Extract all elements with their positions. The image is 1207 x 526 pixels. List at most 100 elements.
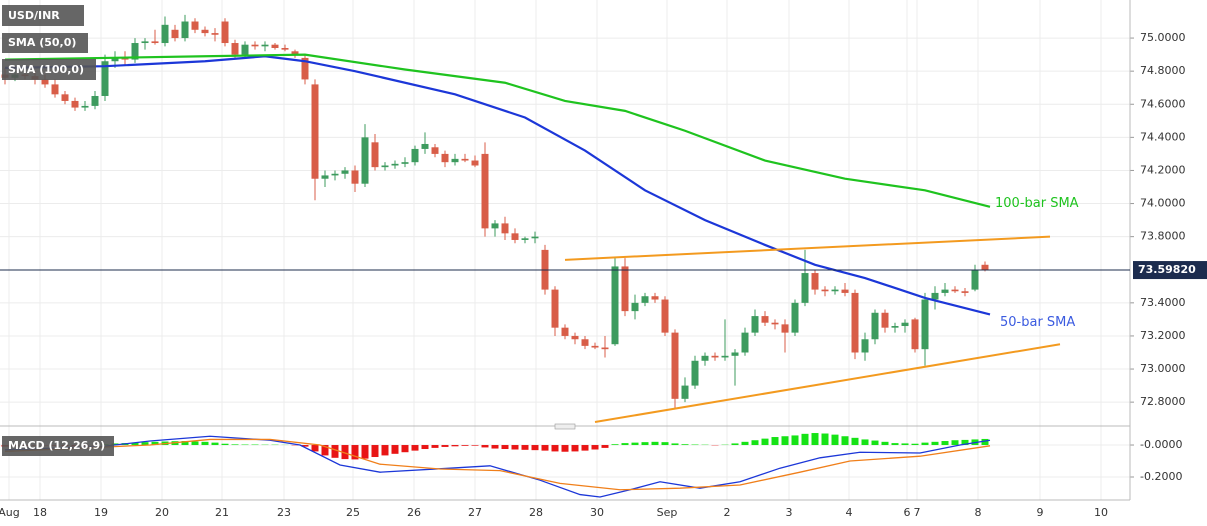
macd-histogram-bar [481, 445, 489, 448]
candle-body [851, 292, 859, 353]
x-tick-label: 23 [277, 506, 291, 519]
macd-histogram-bar [221, 443, 229, 446]
annotation: 100-bar SMA [995, 196, 1079, 211]
candle-body [721, 355, 729, 358]
candle-body [521, 238, 529, 240]
candle-body [61, 94, 69, 101]
macd-histogram-bar [891, 443, 899, 446]
y-tick-label: 72.8000 [1140, 395, 1186, 408]
macd-histogram-bar [411, 445, 419, 451]
candle-body [331, 173, 339, 176]
macd-histogram-bar [621, 443, 629, 446]
x-tick-label: 7 [914, 506, 921, 519]
candle-body [931, 292, 939, 300]
candle-body [821, 289, 829, 292]
trend-line [564, 235, 1051, 261]
candle-body [171, 29, 179, 39]
x-tick-label: 26 [407, 506, 421, 519]
candle-body [951, 289, 959, 292]
macd-histogram-bar [311, 445, 319, 452]
candle-body [551, 289, 559, 328]
macd-histogram-bar [831, 434, 839, 446]
candle-body [711, 355, 719, 358]
y-tick-label: 74.8000 [1140, 64, 1186, 77]
candle-body [301, 57, 309, 80]
candle-body [661, 299, 669, 333]
candle-body [191, 21, 199, 30]
candle-body [311, 84, 319, 179]
candle-body [341, 170, 349, 174]
candle-body [231, 43, 239, 55]
macd-histogram-bar [461, 445, 469, 446]
x-tick-label: 20 [155, 506, 169, 519]
candle-body [411, 148, 419, 163]
macd-histogram-bar [421, 445, 429, 450]
macd-histogram-bar [581, 445, 589, 451]
candle-body [321, 175, 329, 179]
y-tick-label: 73.4000 [1140, 296, 1186, 309]
macd-histogram-bar [761, 438, 769, 446]
y-tick-label: 73.0000 [1140, 362, 1186, 375]
candle-body [281, 47, 289, 50]
candle-body [141, 41, 149, 44]
candle-body [681, 385, 689, 399]
macd-histogram-bar [741, 441, 749, 446]
annotation: 50-bar SMA [1000, 315, 1075, 330]
candle-body [601, 347, 609, 350]
macd-histogram-bar [661, 442, 669, 446]
pane-handle[interactable] [554, 423, 576, 430]
candle-body [531, 236, 539, 239]
y-tick-label: -0.2000 [1140, 470, 1182, 483]
candle-body [371, 142, 379, 168]
candle-body [741, 332, 749, 353]
candle-body [391, 163, 399, 166]
y-tick-label: 75.0000 [1140, 31, 1186, 44]
macd-pane [1, 433, 991, 498]
macd-histogram-bar [371, 445, 379, 458]
candle-body [941, 289, 949, 293]
macd-histogram-bar [541, 445, 549, 451]
candle-body [981, 264, 989, 270]
y-tick-label: 74.2000 [1140, 163, 1186, 176]
candle-body [501, 223, 509, 234]
macd-histogram-bar [391, 445, 399, 454]
candle-body [381, 165, 389, 168]
macd-histogram-bar [901, 443, 909, 446]
macd-histogram-bar [791, 435, 799, 446]
macd-histogram-bar [321, 445, 329, 456]
candle-body [731, 352, 739, 356]
candle-body [581, 339, 589, 346]
macd-histogram-bar [471, 445, 479, 446]
y-tick-label: 73.2000 [1140, 329, 1186, 342]
candle-body [111, 57, 119, 62]
macd-histogram-bar [981, 438, 989, 446]
candle-body [441, 153, 449, 163]
macd-histogram-bar [641, 442, 649, 446]
macd-histogram-bar [951, 440, 959, 446]
candle-body [971, 269, 979, 290]
macd-histogram-bar [191, 441, 199, 446]
candle-body [961, 291, 969, 293]
x-tick-label: 18 [33, 506, 47, 519]
macd-histogram-bar [231, 444, 239, 446]
candle-body [51, 84, 59, 95]
candle-body [911, 319, 919, 350]
macd-histogram-bar [841, 436, 849, 446]
macd-histogram-bar [381, 445, 389, 456]
macd-histogram-bar [651, 441, 659, 446]
candle-body [841, 289, 849, 293]
sma-line [4, 53, 991, 208]
macd-histogram-bar [571, 445, 579, 452]
candle-body [901, 322, 909, 327]
candle-body [241, 44, 249, 55]
candle-body [271, 44, 279, 48]
candle-body [201, 29, 209, 34]
candle-body [641, 296, 649, 303]
candle-body [151, 41, 159, 44]
candle-body [221, 21, 229, 44]
candle-body [861, 339, 869, 353]
candle-body [511, 233, 519, 240]
